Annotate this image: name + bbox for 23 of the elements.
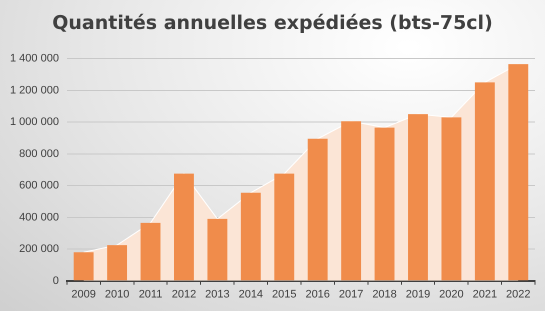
x-tick-label: 2020 bbox=[439, 288, 464, 300]
y-tick-label: 800 000 bbox=[19, 148, 59, 160]
x-tick-label: 2019 bbox=[406, 288, 430, 300]
x-tick-label: 2021 bbox=[472, 288, 498, 300]
x-tick-label: 2015 bbox=[272, 288, 296, 300]
x-tick-label: 2012 bbox=[172, 288, 196, 300]
y-tick-label: 600 000 bbox=[19, 180, 59, 192]
chart-title: Quantités annuelles expédiées (bts-75cl) bbox=[51, 12, 494, 34]
x-tick-label: 2011 bbox=[138, 288, 162, 300]
y-tick-label: 1 000 000 bbox=[10, 116, 59, 128]
y-tick-label: 1 400 000 bbox=[10, 52, 59, 65]
x-tick-label: 2009 bbox=[71, 288, 96, 300]
x-tick-label: 2016 bbox=[305, 288, 330, 300]
x-tick-label: 2013 bbox=[205, 288, 230, 300]
y-tick-label: 400 000 bbox=[19, 211, 59, 224]
x-tick-label: 2014 bbox=[238, 288, 264, 300]
y-tick-label: 0 bbox=[52, 274, 59, 287]
y-tick-label: 200 000 bbox=[19, 243, 59, 256]
x-tick-label: 2017 bbox=[338, 288, 364, 300]
x-tick-label: 2018 bbox=[372, 288, 397, 300]
y-tick-label: 1 200 000 bbox=[10, 84, 59, 96]
x-tick-label: 2022 bbox=[506, 288, 531, 300]
x-tick-label: 2010 bbox=[104, 288, 130, 300]
